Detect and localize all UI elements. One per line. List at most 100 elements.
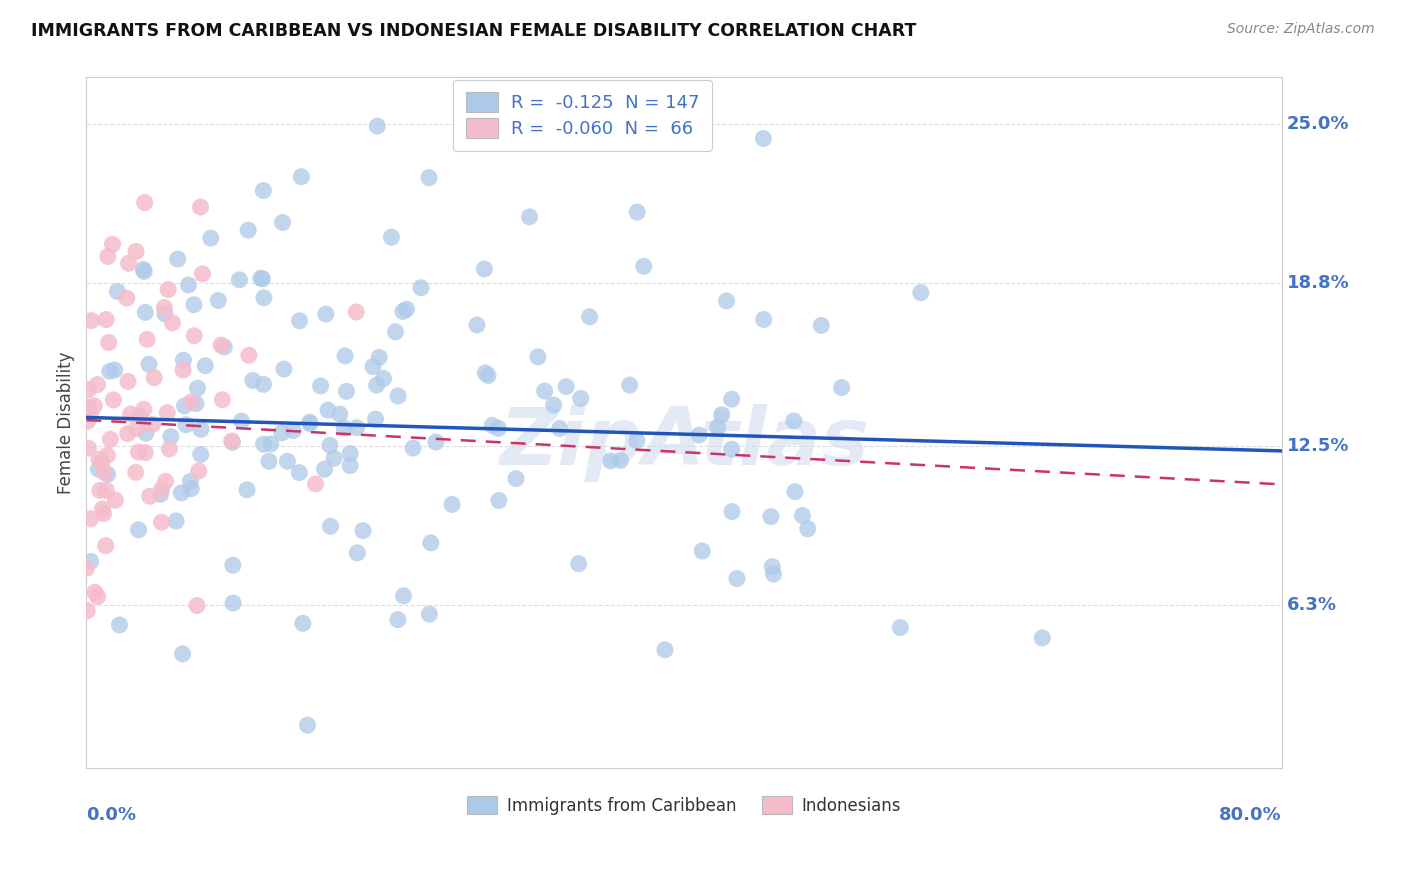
Text: 80.0%: 80.0% <box>1219 805 1282 823</box>
Point <box>86 590 108 604</box>
Point <box>132 262 155 277</box>
Text: Source: ZipAtlas.com: Source: ZipAtlas.com <box>1227 22 1375 37</box>
Point <box>83 399 105 413</box>
Point <box>97 335 120 350</box>
Point <box>792 508 814 523</box>
Point <box>174 417 197 432</box>
Point <box>134 305 156 319</box>
Point <box>79 554 101 568</box>
Point <box>373 371 395 385</box>
Point <box>104 493 127 508</box>
Point <box>253 437 276 451</box>
Point <box>194 359 217 373</box>
Point <box>89 483 111 498</box>
Point <box>288 314 311 328</box>
Point <box>212 340 235 354</box>
Point <box>283 424 305 438</box>
Point <box>810 318 832 333</box>
Point <box>419 536 441 550</box>
Point <box>157 283 180 297</box>
Point <box>200 231 222 245</box>
Text: IMMIGRANTS FROM CARIBBEAN VS INDONESIAN FEMALE DISABILITY CORRELATION CHART: IMMIGRANTS FROM CARIBBEAN VS INDONESIAN … <box>31 22 917 40</box>
Point <box>368 351 391 365</box>
Point <box>172 363 194 377</box>
Point <box>720 392 742 406</box>
Point <box>134 264 156 278</box>
Point <box>90 456 112 470</box>
Point <box>599 454 621 468</box>
Point <box>578 310 600 324</box>
Point <box>150 515 173 529</box>
Point <box>96 448 118 462</box>
Point <box>569 392 592 406</box>
Point <box>165 514 187 528</box>
Point <box>619 378 641 392</box>
Point <box>486 421 509 435</box>
Point <box>103 392 125 407</box>
Point <box>98 432 121 446</box>
Point <box>135 426 157 441</box>
Point <box>250 271 273 285</box>
Point <box>153 301 176 315</box>
Point <box>481 418 503 433</box>
Point <box>626 205 648 219</box>
Point <box>783 414 806 428</box>
Point <box>654 642 676 657</box>
Point <box>555 379 578 393</box>
Point <box>533 384 555 398</box>
Point <box>238 348 260 362</box>
Point <box>236 483 259 497</box>
Point <box>128 409 150 423</box>
Point <box>190 422 212 436</box>
Point <box>273 362 295 376</box>
Point <box>465 318 488 332</box>
Point <box>527 350 550 364</box>
Point <box>108 618 131 632</box>
Point <box>97 467 120 482</box>
Point <box>366 119 388 133</box>
Point <box>626 434 648 448</box>
Point <box>83 585 105 599</box>
Point <box>252 271 274 285</box>
Point <box>155 475 177 489</box>
Point <box>101 237 124 252</box>
Point <box>156 406 179 420</box>
Point <box>425 435 447 450</box>
Point <box>409 281 432 295</box>
Point <box>79 512 101 526</box>
Point <box>143 370 166 384</box>
Point <box>688 428 710 442</box>
Point <box>132 402 155 417</box>
Point <box>384 325 406 339</box>
Point <box>298 415 321 429</box>
Point <box>75 561 97 575</box>
Point <box>128 523 150 537</box>
Point <box>257 454 280 468</box>
Point <box>94 539 117 553</box>
Point <box>387 389 409 403</box>
Point <box>134 445 156 459</box>
Point <box>395 302 418 317</box>
Point <box>335 384 357 399</box>
Point <box>166 252 188 266</box>
Point <box>568 557 591 571</box>
Text: 18.8%: 18.8% <box>1286 275 1350 293</box>
Point <box>418 170 440 185</box>
Point <box>134 195 156 210</box>
Point <box>488 493 510 508</box>
Point <box>186 381 208 395</box>
Point <box>252 377 274 392</box>
Point <box>316 403 339 417</box>
Point <box>98 364 121 378</box>
Point <box>253 291 276 305</box>
Point <box>138 357 160 371</box>
Point <box>752 312 775 326</box>
Point <box>93 507 115 521</box>
Point <box>87 452 110 467</box>
Point <box>707 420 730 434</box>
Point <box>76 414 98 428</box>
Point <box>86 377 108 392</box>
Point <box>191 267 214 281</box>
Point <box>128 445 150 459</box>
Point <box>138 489 160 503</box>
